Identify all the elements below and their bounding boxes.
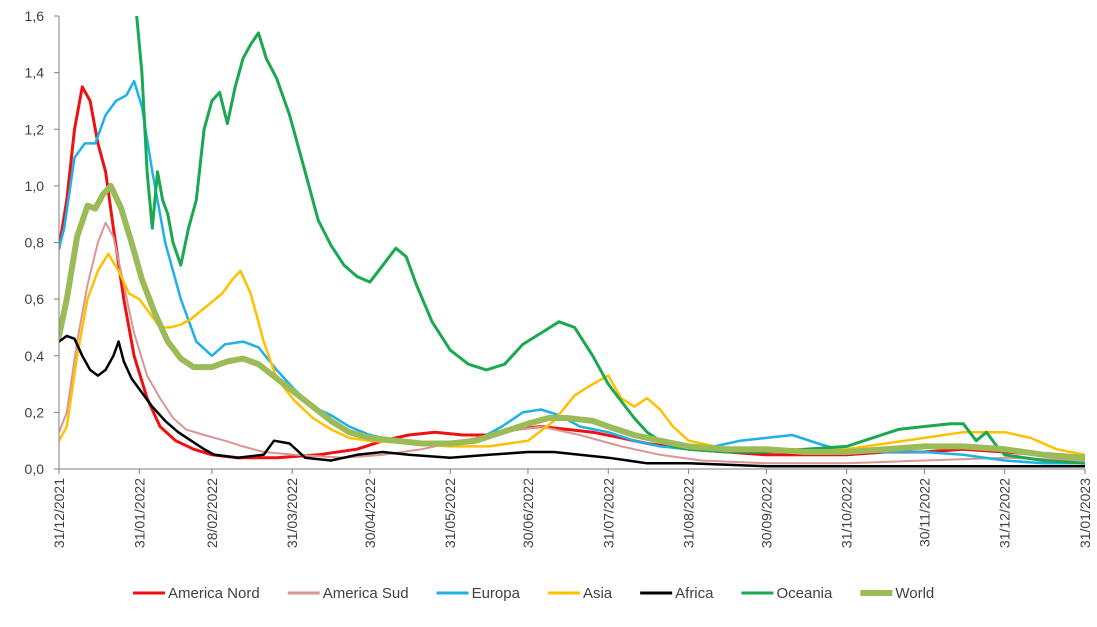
x-tick-label: 30/09/2022	[758, 478, 774, 548]
series-lines	[59, 16, 1085, 468]
y-tick-label: 1,2	[25, 121, 45, 137]
x-tick-label: 31/05/2022	[442, 478, 458, 548]
series-line-oceania	[135, 16, 1085, 465]
y-tick-label: 1,6	[25, 8, 45, 24]
y-tick-label: 1,0	[25, 178, 45, 194]
legend-label-oceania: Oceania	[776, 585, 833, 602]
y-axis-ticks: 0,0 0,2 0,4 0,6 0,8 1,0 1,2 1,4 1,6	[25, 8, 59, 477]
legend-label-america-sud: America Sud	[323, 585, 409, 602]
x-tick-label: 31/08/2022	[681, 478, 697, 548]
x-tick-label: 31/07/2022	[600, 478, 616, 548]
series-line-world	[59, 182, 1085, 461]
series-line-africa	[59, 334, 1085, 468]
x-tick-label: 31/10/2022	[839, 478, 855, 548]
x-tick-label: 31/01/2022	[131, 478, 147, 548]
y-tick-label: 0,8	[25, 235, 45, 251]
legend-label-world: World	[895, 585, 934, 602]
x-axis-ticks: 31/12/2021 31/01/2022 28/02/2022 31/03/2022…	[51, 469, 1093, 548]
x-tick-label: 30/06/2022	[520, 478, 536, 548]
x-tick-label: 31/03/2022	[284, 478, 300, 548]
x-tick-label: 28/02/2022	[204, 478, 220, 548]
y-tick-label: 1,4	[25, 65, 45, 81]
x-tick-label: 30/04/2022	[362, 478, 378, 548]
y-tick-label: 0,2	[25, 404, 45, 420]
legend-label-africa: Africa	[675, 585, 714, 602]
series-line-europa	[59, 79, 1085, 465]
y-tick-label: 0,0	[25, 461, 45, 477]
legend-label-asia: Asia	[583, 585, 613, 602]
y-tick-label: 0,6	[25, 291, 45, 307]
legend-label-america-nord: America Nord	[168, 585, 260, 602]
legend: America Nord America Sud Europa Asia Africa O…	[133, 585, 934, 602]
x-tick-label: 31/12/2021	[51, 478, 67, 548]
legend-label-europa: Europa	[472, 585, 521, 602]
series-line-america-nord	[59, 85, 1085, 460]
x-tick-label: 31/12/2022	[997, 478, 1013, 548]
series-line-america-sud	[59, 221, 1085, 465]
y-tick-label: 0,4	[25, 348, 45, 364]
x-tick-label: 30/11/2022	[916, 478, 932, 547]
x-tick-label: 31/01/2023	[1077, 478, 1093, 548]
